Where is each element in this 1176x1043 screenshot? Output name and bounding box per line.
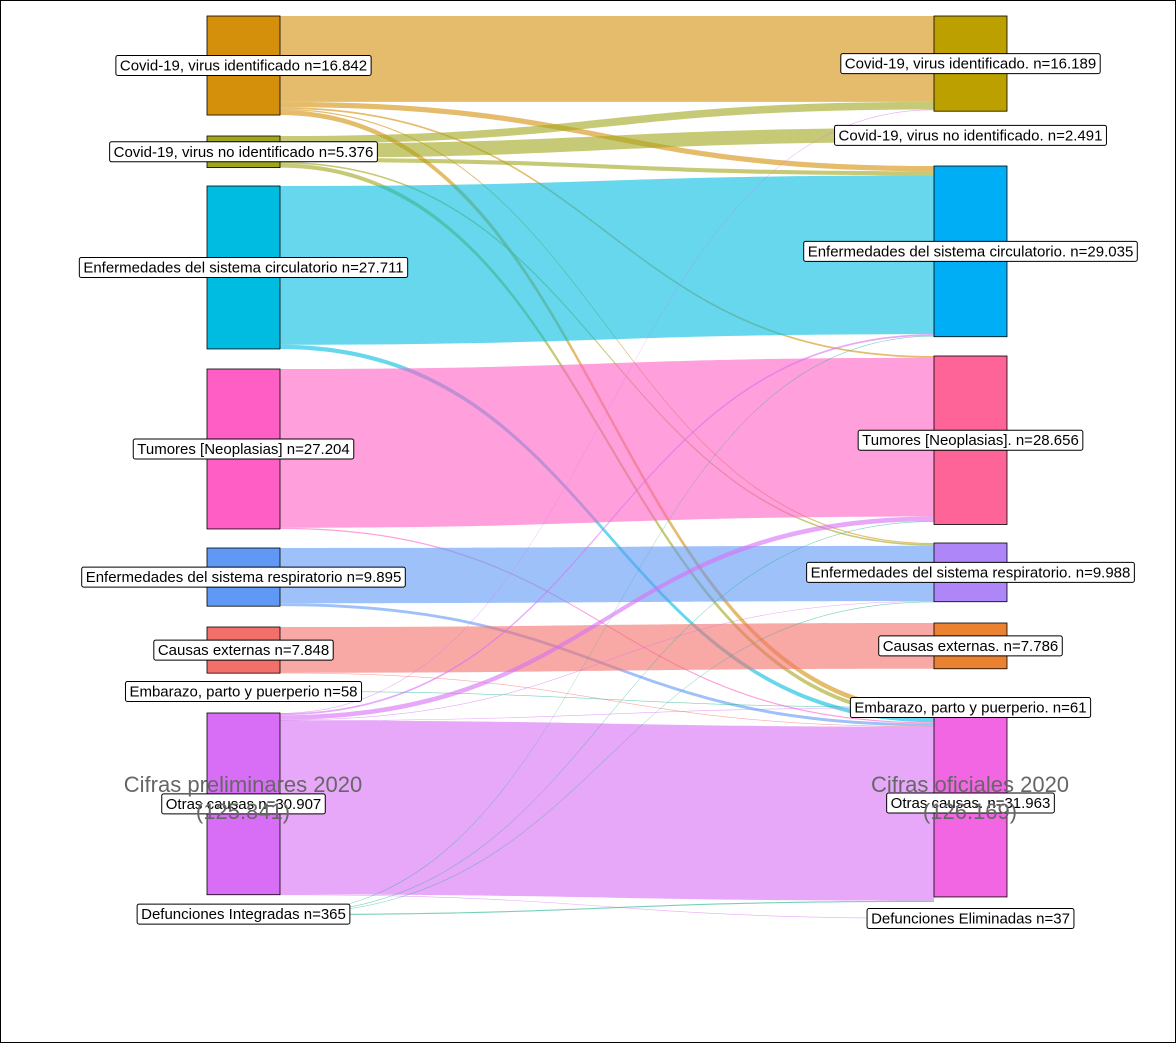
flow: [280, 691, 934, 708]
node-label: Enfermedades del sistema respiratorio n=…: [86, 569, 402, 586]
links: [280, 16, 934, 919]
label-box: [849, 697, 1092, 718]
flow: [280, 894, 934, 919]
flow: [280, 601, 934, 721]
node-label: Covid-19, virus identificado. n=16.189: [845, 56, 1096, 73]
flow: [280, 128, 934, 158]
label-box: [857, 429, 1084, 451]
label-box: [161, 793, 326, 815]
node-label: Defunciones Integradas n=365: [141, 906, 346, 923]
label-box: [886, 792, 1055, 814]
flow: [280, 334, 934, 716]
label-box: [132, 438, 355, 460]
label-box: [136, 903, 351, 925]
label-box: [124, 681, 363, 702]
node-label: Covid-19, virus no identificado n=5.376: [114, 144, 374, 161]
node-label: Causas externas. n=7.786: [883, 638, 1059, 655]
flow: [280, 16, 934, 102]
node-label: Tumores [Neoplasias]. n=28.656: [862, 432, 1079, 449]
flow: [280, 601, 934, 915]
flow: [280, 357, 934, 528]
node-label: Embarazo, parto y puerperio n=58: [129, 683, 357, 700]
footer-total: (126.169): [923, 799, 1017, 824]
node-label: Otras causas n=30.907: [166, 796, 322, 813]
flow: [280, 161, 934, 546]
node-label: Enfermedades del sistema circulatorio. n…: [808, 243, 1134, 260]
node-label: Covid-19, virus identificado n=16.842: [120, 57, 367, 74]
node-label: Covid-19, virus no identificado. n=2.491: [839, 127, 1103, 144]
flow: [280, 101, 934, 144]
node-label: Enfermedades del sistema respiratorio. n…: [811, 564, 1131, 581]
flow: [280, 157, 934, 176]
label-box: [153, 639, 334, 661]
flow: [280, 344, 934, 723]
flow: [280, 623, 934, 673]
flow: [280, 707, 934, 722]
labels: Covid-19, virus identificado n=16.842 Cov…: [78, 53, 1138, 929]
node-label: Causas externas n=7.848: [158, 642, 329, 659]
node-label: Defunciones Eliminadas n=37: [871, 910, 1070, 927]
label-box: [834, 124, 1107, 146]
label-box: [115, 55, 372, 77]
node-label: Tumores [Neoplasias] n=27.204: [137, 441, 349, 458]
flow: [280, 720, 934, 901]
label-box: [866, 908, 1075, 929]
label-box: [803, 240, 1138, 262]
footer-total: (125.841): [196, 799, 290, 824]
node-label: Enfermedades del sistema circulatorio n=…: [83, 259, 403, 276]
footer-title: Cifras preliminares 2020: [124, 772, 362, 797]
flow: [280, 516, 934, 720]
node-label: Otras causas. n=31.963: [891, 795, 1051, 812]
flow: [280, 335, 934, 914]
label-box: [78, 256, 409, 278]
label-box: [81, 566, 406, 588]
flow: [280, 521, 934, 914]
flow: [280, 672, 934, 727]
flow: [280, 175, 934, 345]
label-box: [840, 53, 1101, 75]
label-box: [109, 141, 378, 163]
label-box: [806, 561, 1135, 583]
flow: [280, 545, 934, 604]
flow: [280, 900, 934, 916]
footer-title: Cifras oficiales 2020: [871, 772, 1069, 797]
label-box: [878, 635, 1063, 657]
flow: [280, 109, 934, 714]
node-label: Embarazo, parto y puerperio. n=61: [854, 699, 1086, 716]
